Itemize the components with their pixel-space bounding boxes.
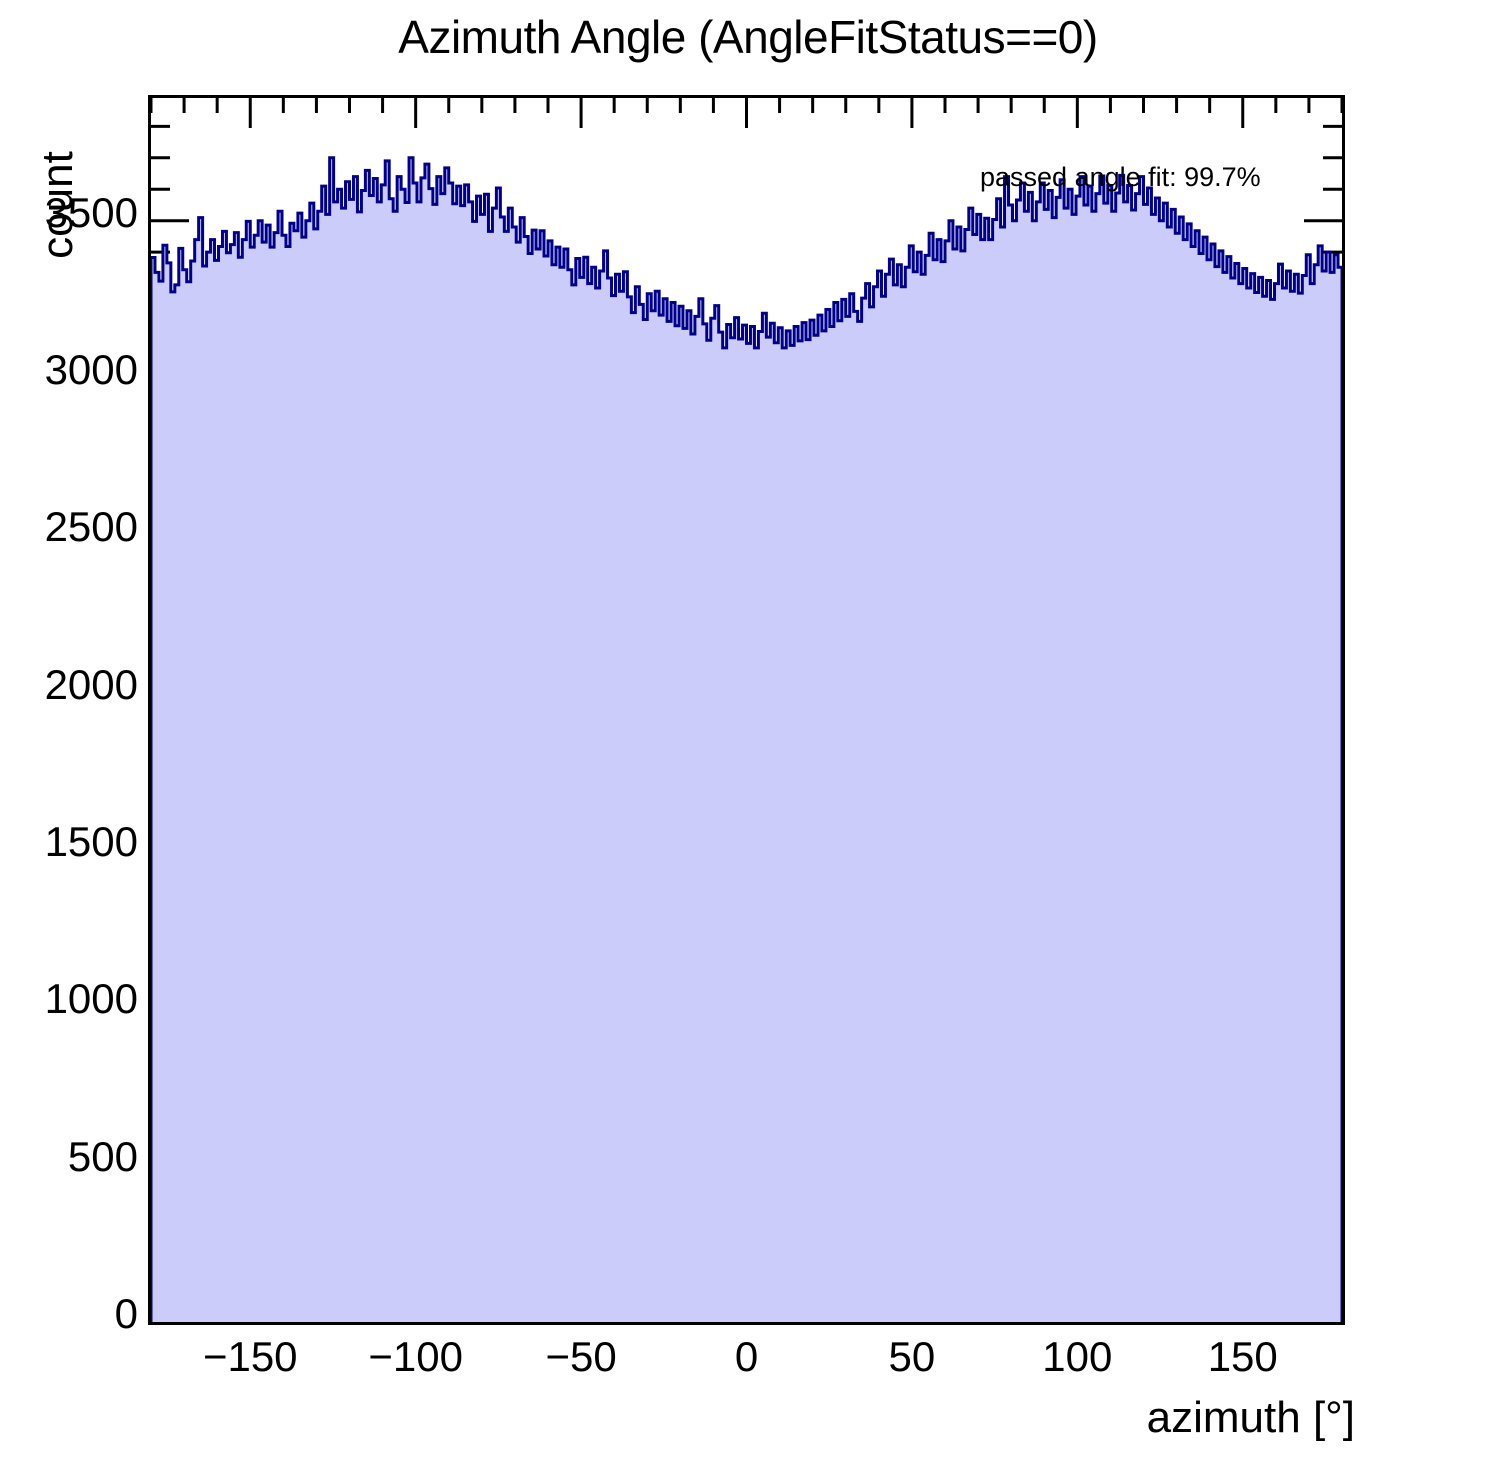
y-axis-tick-labels: 0 500 1000 1500 2000 2500 3000 3500 xyxy=(0,0,138,1472)
x-tick-label: 50 xyxy=(888,1333,936,1380)
x-tick-label: −50 xyxy=(545,1333,617,1380)
y-tick-label: 3500 xyxy=(44,188,138,236)
y-tick-label: 3000 xyxy=(44,346,138,394)
y-tick-label: 2500 xyxy=(44,503,138,551)
passed-angle-fit-annotation: passed angle fit: 99.7% xyxy=(980,162,1261,192)
y-tick-label: 1500 xyxy=(44,818,138,866)
y-tick-label: 1000 xyxy=(44,975,138,1023)
x-tick-label: 0 xyxy=(734,1333,759,1380)
x-axis-title: azimuth [°] xyxy=(1146,1393,1355,1442)
y-axis-title: count xyxy=(33,151,82,259)
x-tick-label: −150 xyxy=(202,1333,298,1380)
y-tick-label: 2000 xyxy=(44,660,138,708)
x-tick-label: −100 xyxy=(368,1333,463,1380)
histogram-series xyxy=(151,98,1342,1322)
x-tick-label: 150 xyxy=(1207,1333,1278,1380)
y-tick-label: 0 xyxy=(114,1290,138,1337)
y-tick-label: 500 xyxy=(67,1132,138,1180)
page-title: Azimuth Angle (AngleFitStatus==0) xyxy=(398,11,1098,63)
x-tick-label: 100 xyxy=(1042,1333,1113,1380)
plot-frame xyxy=(148,95,1345,1325)
